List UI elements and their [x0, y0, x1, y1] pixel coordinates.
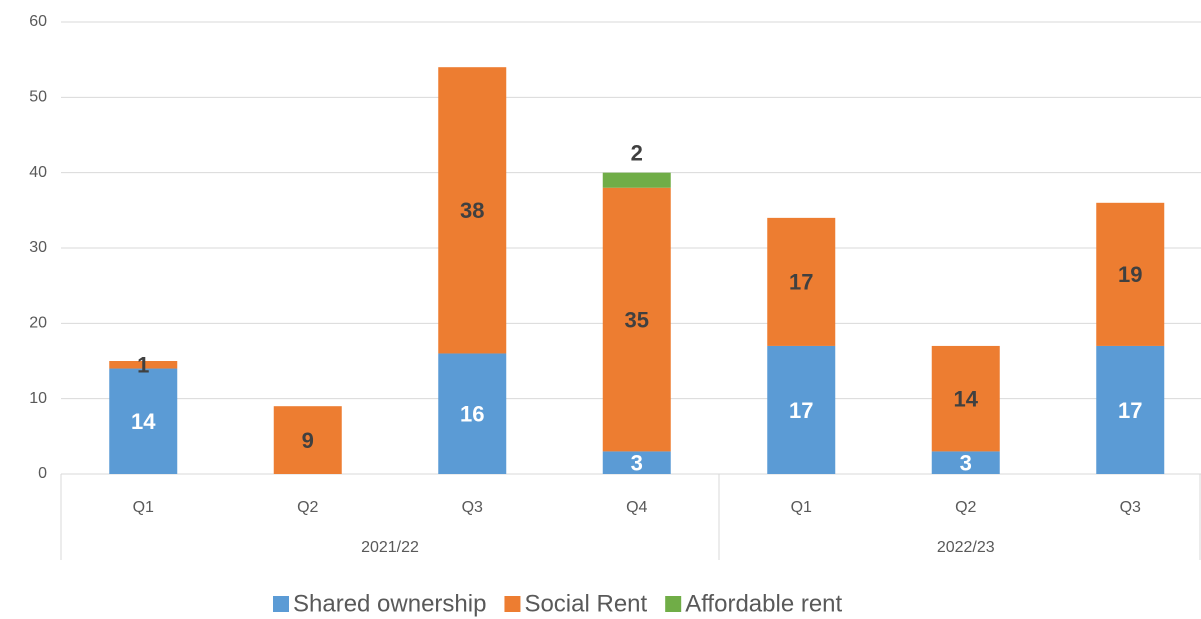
legend-label: Shared ownership: [293, 590, 486, 617]
data-label: 14: [954, 386, 979, 411]
bar-segment: [109, 361, 178, 369]
bar-segment: [931, 451, 1000, 474]
x-tick-label: Q1: [791, 499, 812, 516]
x-tick-label: Q3: [1120, 499, 1141, 516]
bar-segment: [438, 353, 507, 474]
group-label: 2021/22: [361, 539, 419, 556]
bar-segment: [273, 406, 342, 474]
legend-label: Affordable rent: [685, 590, 842, 617]
bar-segment: [767, 217, 836, 346]
data-label: 3: [960, 451, 972, 476]
data-label: 17: [789, 270, 813, 295]
x-tick-label: Q2: [955, 499, 976, 516]
bar-segment: [602, 451, 671, 474]
legend-label: Social Rent: [524, 590, 647, 617]
data-label: 19: [1118, 262, 1142, 287]
bar-segment: [602, 187, 671, 452]
x-tick-label: Q2: [297, 499, 318, 516]
legend-swatch: [504, 596, 521, 612]
bar-segment: [438, 67, 507, 354]
legend-swatch: [665, 596, 682, 612]
x-tick-label: Q4: [626, 499, 647, 516]
y-tick-label: 50: [29, 89, 47, 106]
data-label: 3: [631, 451, 643, 476]
data-label: 9: [302, 428, 314, 453]
bar-segment: [931, 345, 1000, 452]
bar-segment: [109, 368, 178, 474]
group-label: 2022/23: [937, 539, 995, 556]
bar-segment: [1096, 345, 1165, 474]
data-label: 1: [137, 353, 149, 378]
data-label: 17: [789, 398, 813, 423]
y-tick-label: 20: [29, 315, 47, 332]
bar-segment: [1096, 202, 1165, 346]
y-tick-label: 0: [38, 465, 47, 482]
data-label: 16: [460, 402, 484, 427]
x-tick-label: Q1: [133, 499, 154, 516]
data-label: 35: [625, 307, 649, 332]
y-tick-label: 30: [29, 239, 47, 256]
data-label: 17: [1118, 398, 1142, 423]
data-label: 38: [460, 198, 484, 223]
bar-segment: [767, 345, 836, 474]
x-tick-label: Q3: [462, 499, 483, 516]
y-tick-label: 10: [29, 390, 47, 407]
legend-swatch: [273, 596, 289, 612]
y-tick-label: 40: [29, 164, 47, 181]
data-label: 14: [131, 409, 156, 434]
data-label: 2: [631, 140, 643, 165]
y-tick-label: 60: [29, 13, 47, 30]
bar-segment: [602, 172, 671, 188]
